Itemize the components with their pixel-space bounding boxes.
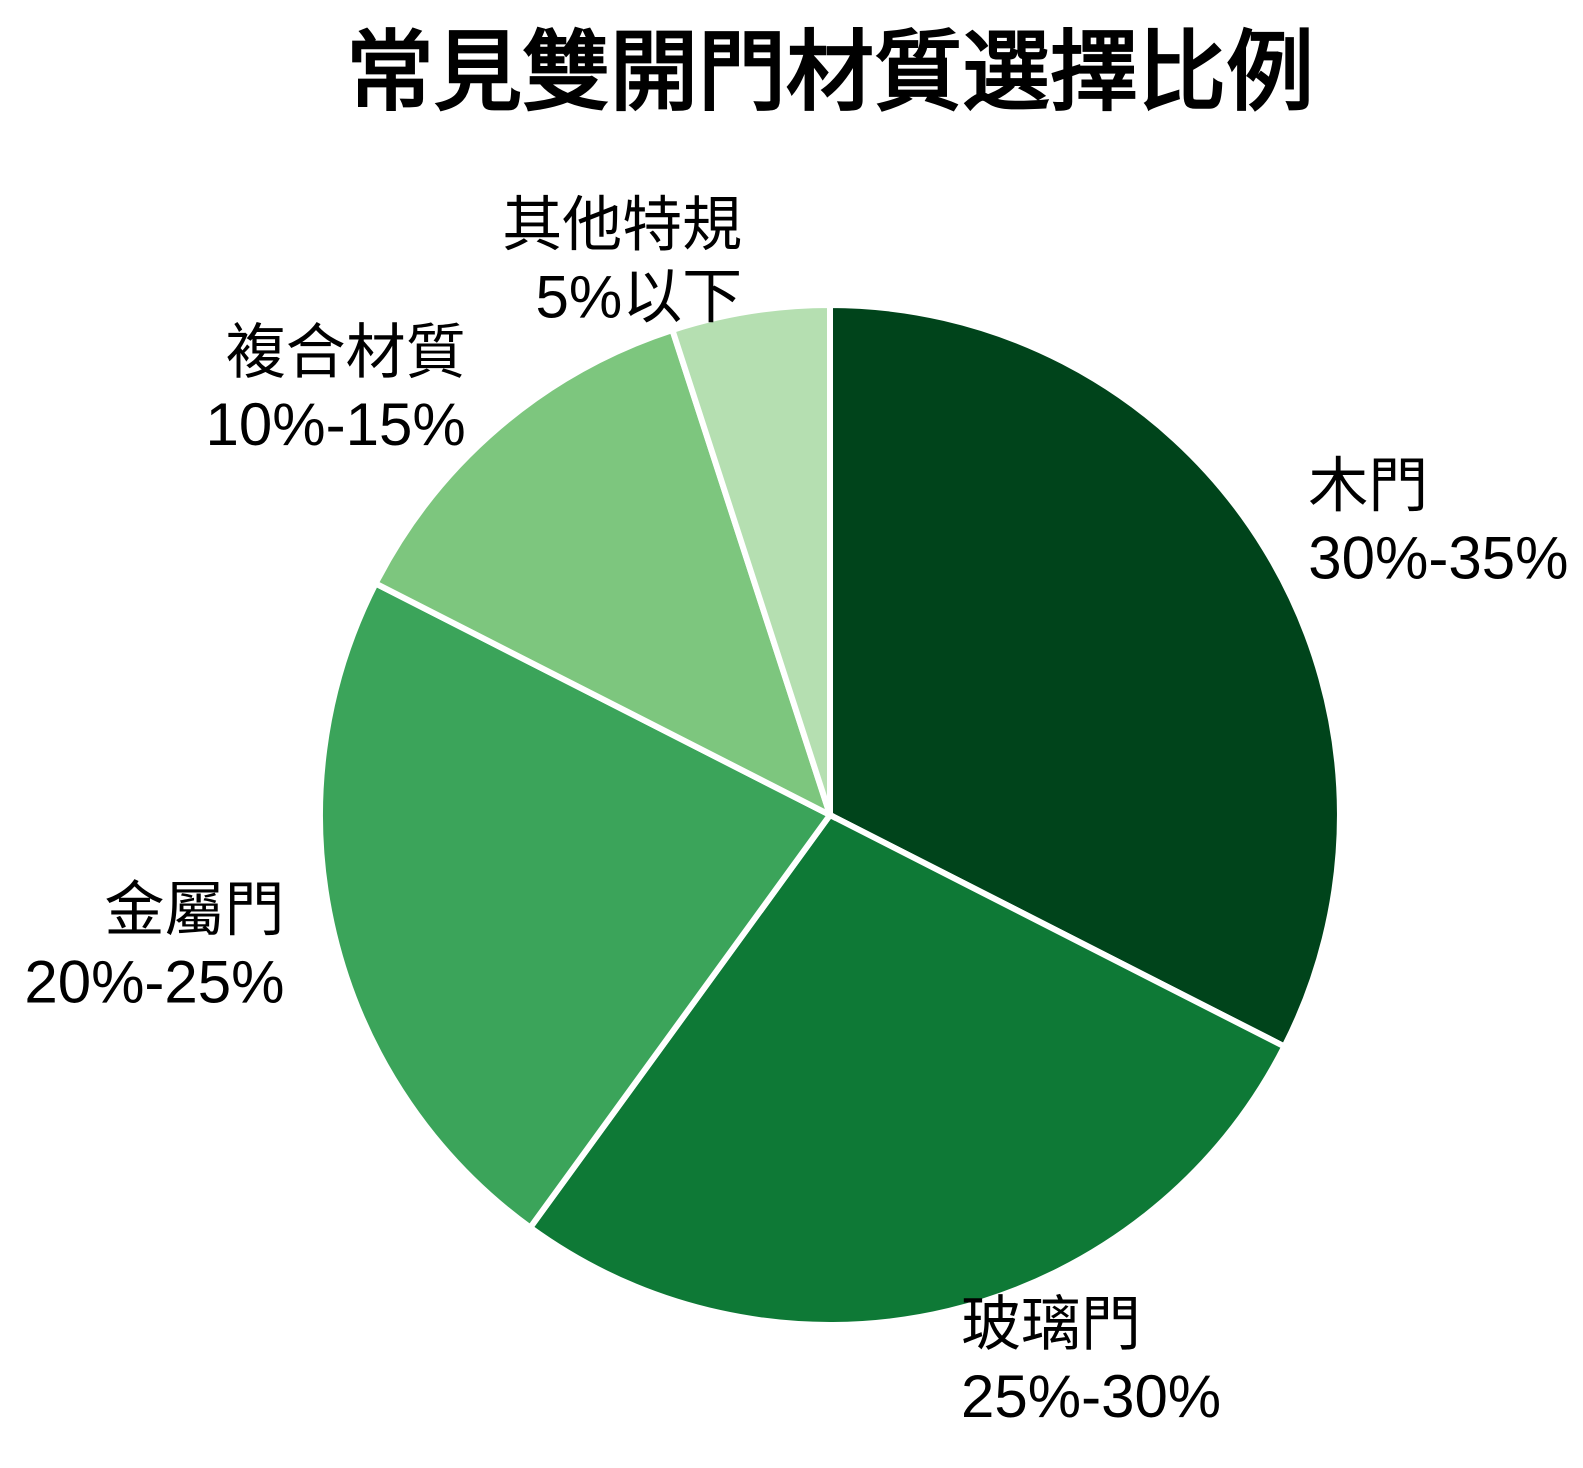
chart-title: 常見雙開門材質選擇比例 <box>346 23 1314 122</box>
pie-slice-1 <box>827 301 1343 1051</box>
pie-slice-label-line: 5%以下 <box>535 263 742 330</box>
pie-slice-3 <box>317 579 835 1232</box>
pie-slice-label-line: 金屬門 <box>105 877 285 944</box>
pie-slice-2 <box>526 811 1289 1328</box>
pie-slice-label-line: 其他特規 <box>502 191 742 258</box>
pie-slices <box>317 301 1343 1328</box>
pie-slice-label-line: 玻璃門 <box>961 1291 1141 1358</box>
pie-slice-label-line: 25%-30% <box>961 1363 1221 1430</box>
pie-slice-label-line: 10%-15% <box>206 391 466 458</box>
pie-slice-4 <box>371 326 836 821</box>
pie-slice-label-line: 木門 <box>1308 452 1428 519</box>
pie-slice-5 <box>668 301 833 816</box>
pie-slice-label-line: 30%-35% <box>1308 524 1568 591</box>
pie-slice-label-line: 20%-25% <box>24 949 284 1016</box>
pie-slice-label-line: 複合材質 <box>226 319 466 386</box>
